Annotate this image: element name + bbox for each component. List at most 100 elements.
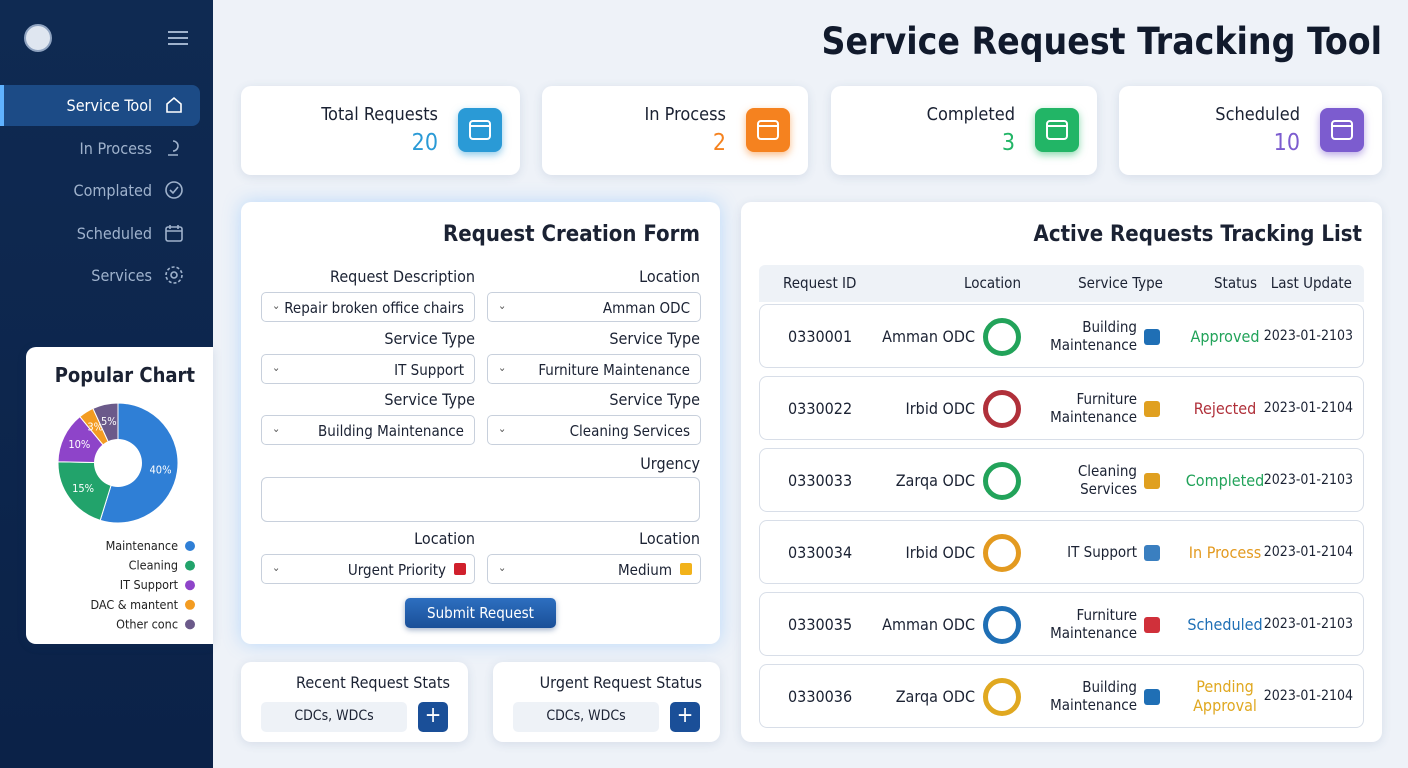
- status: In Process: [1188, 542, 1262, 562]
- legend-dot: [185, 560, 195, 571]
- request-form: Request Creation Form Urgency Submit Req…: [241, 202, 720, 644]
- chevron: ⌄: [498, 299, 507, 312]
- select-value: Building Maintenance: [318, 422, 464, 440]
- service-icon: [1144, 617, 1160, 633]
- last-update: 2023-01-2104: [1263, 400, 1353, 416]
- select[interactable]: ⌄ Furniture Maintenance: [487, 354, 701, 384]
- stat-icon: [746, 108, 790, 152]
- chevron: ⌄: [498, 361, 507, 374]
- avatar[interactable]: [24, 24, 52, 52]
- select[interactable]: ⌄ Cleaning Services: [487, 415, 701, 445]
- stat-label: Total Requests: [321, 104, 438, 125]
- table-row: 0330001 Amman ODC Building Maintenance Appr…: [759, 304, 1364, 368]
- stat-value: 10: [1273, 130, 1300, 156]
- column-header: Location: [963, 274, 1021, 292]
- nav-label: Service Tool: [66, 96, 152, 115]
- stat-icon: [458, 108, 502, 152]
- card-value: CDCs, WDCs: [513, 702, 659, 732]
- add-button[interactable]: +: [670, 702, 700, 732]
- legend-label: Cleaning: [129, 558, 178, 573]
- slice-label: 3%: [87, 421, 103, 434]
- location: Amman ODC: [882, 326, 975, 346]
- status-ring: [983, 318, 1021, 356]
- stat-card: Total Requests 20: [241, 86, 520, 175]
- legend-dot: [185, 599, 195, 610]
- stat-card: In Process 2: [542, 86, 808, 175]
- nav-item[interactable]: Complated: [0, 170, 200, 211]
- service-type: Furniture Maintenance: [1050, 390, 1137, 426]
- legend-dot: [185, 619, 195, 630]
- field-label: Service Type: [609, 329, 700, 348]
- service-icon: [1144, 545, 1160, 561]
- nav-item[interactable]: In Process: [0, 128, 200, 169]
- select-value: Cleaning Services: [569, 422, 690, 440]
- service-icon: [1144, 689, 1160, 705]
- select[interactable]: ⌄ Urgent Priority: [261, 554, 475, 584]
- chevron: ⌄: [272, 561, 281, 574]
- table-row: 0330035 Amman ODC Furniture Maintenance Sch…: [759, 592, 1364, 656]
- select[interactable]: ⌄ IT Support: [261, 354, 475, 384]
- add-button[interactable]: +: [418, 702, 448, 732]
- status-ring: [983, 534, 1021, 572]
- nav-icon: [165, 224, 183, 242]
- select[interactable]: ⌄ Repair broken office chairs: [261, 292, 475, 322]
- legend-label: Other conc: [116, 616, 178, 631]
- status: Approved: [1190, 326, 1260, 346]
- list-title: Active Requests Tracking List: [1033, 222, 1362, 247]
- icon: [469, 120, 491, 140]
- legend-label: Maintenance: [106, 538, 179, 553]
- chevron: ⌄: [498, 561, 507, 574]
- service-icon: [1144, 401, 1160, 417]
- select-value: Amman ODC: [602, 299, 690, 317]
- table-row: 0330036 Zarqa ODC Building Maintenance Pend…: [759, 664, 1364, 728]
- status-ring: [983, 462, 1021, 500]
- request-id: 0330033: [788, 471, 853, 490]
- last-update: 2023-01-2103: [1263, 328, 1353, 344]
- stat-label: Scheduled: [1215, 104, 1300, 125]
- field-label: Service Type: [384, 329, 475, 348]
- status-ring: [983, 678, 1021, 716]
- field-label: Service Type: [609, 390, 700, 409]
- submit-button[interactable]: Submit Request: [405, 598, 556, 628]
- service-type: Building Maintenance: [1050, 318, 1137, 354]
- menu-icon[interactable]: [168, 30, 188, 46]
- sidebar: Service Tool In Process Complated Scheduled…: [0, 0, 213, 768]
- select[interactable]: ⌄ Building Maintenance: [261, 415, 475, 445]
- nav-icon: [165, 181, 183, 199]
- select[interactable]: ⌄ Amman ODC: [487, 292, 701, 322]
- nav-label: Scheduled: [76, 223, 152, 243]
- nav-item[interactable]: Scheduled: [0, 213, 200, 254]
- field-label: Location: [414, 529, 475, 548]
- recent-stats-card: Recent Request Stats CDCs, WDCs +: [241, 662, 468, 742]
- select[interactable]: ⌄ Medium: [487, 554, 701, 584]
- nav-icon: [168, 139, 179, 156]
- table-row: 0330022 Irbid ODC Furniture Maintenance Rej…: [759, 376, 1364, 440]
- card-title: Urgent Request Status: [539, 673, 702, 692]
- service-type: Furniture Maintenance: [1050, 606, 1137, 642]
- urgency-input[interactable]: [261, 477, 700, 522]
- location: Zarqa ODC: [895, 686, 975, 706]
- pie-hole: [94, 439, 142, 487]
- field-label: Location: [639, 529, 700, 548]
- nav-label: In Process: [79, 138, 152, 158]
- service-type: Building Maintenance: [1050, 678, 1137, 714]
- nav-item[interactable]: Services: [0, 255, 200, 296]
- popular-chart-card: Popular Chart 40% 15% 10% 3% 5% Maintenance Cl…: [26, 347, 213, 644]
- status: Pending Approval: [1193, 677, 1257, 715]
- stat-value: 2: [712, 130, 726, 156]
- status-ring: [983, 390, 1021, 428]
- urgent-status-card: Urgent Request Status CDCs, WDCs +: [493, 662, 720, 742]
- slice-label: 40%: [150, 463, 172, 476]
- stat-value: 20: [411, 130, 438, 156]
- nav-item[interactable]: Service Tool: [0, 85, 200, 126]
- card-value: CDCs, WDCs: [261, 702, 407, 732]
- select-value: IT Support: [394, 361, 464, 379]
- field-label: Service Type: [384, 390, 475, 409]
- priority-dot: [680, 563, 692, 575]
- service-icon: [1144, 329, 1160, 345]
- field-label: Request Description: [330, 267, 475, 286]
- status: Completed: [1185, 470, 1265, 490]
- legend-label: DAC & mantent: [90, 597, 178, 612]
- stat-card: Scheduled 10: [1119, 86, 1382, 175]
- column-header: Last Update: [1270, 274, 1352, 292]
